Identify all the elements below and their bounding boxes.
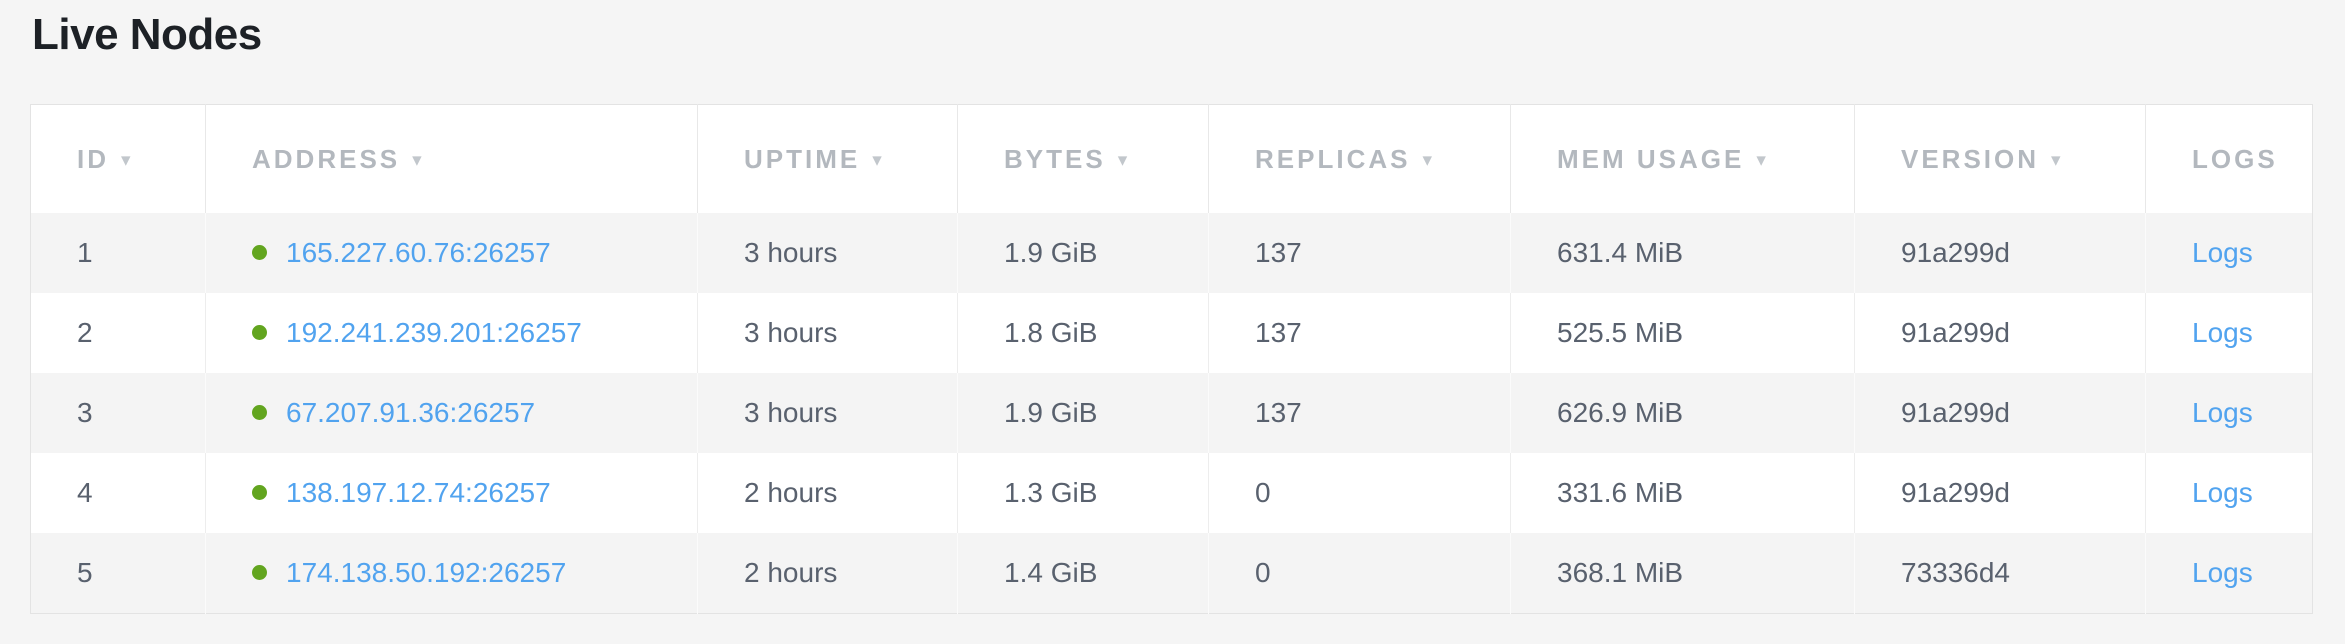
node-address-link[interactable]: 138.197.12.74:26257 <box>286 477 551 508</box>
node-id-cell: 1 <box>30 213 206 293</box>
column-label: ADDRESS <box>252 143 401 174</box>
node-logs-link[interactable]: Logs <box>2192 397 2253 428</box>
node-bytes-cell: 1.8 GiB <box>957 293 1209 373</box>
sort-arrow-icon: ▾ <box>412 149 422 171</box>
sort-arrow-icon: ▾ <box>1756 149 1766 171</box>
sort-arrow-icon: ▾ <box>1422 149 1433 171</box>
node-id-cell: 2 <box>30 293 206 373</box>
node-address-cell: 138.197.12.74:26257 <box>205 453 698 533</box>
node-uptime-cell: 2 hours <box>697 533 958 614</box>
column-header-version[interactable]: VERSION ▾ <box>1854 104 2146 213</box>
column-header-bytes[interactable]: BYTES ▾ <box>957 104 1209 213</box>
live-nodes-table: ID ▾ ADDRESS ▾ UPTIME ▾ BYTES ▾ REPLICAS ▾ MEM USA… <box>30 104 2313 614</box>
node-mem-usage-cell: 368.1 MiB <box>1510 533 1855 614</box>
node-address-link[interactable]: 192.241.239.201:26257 <box>286 317 582 348</box>
node-mem-usage-cell: 626.9 MiB <box>1510 373 1855 453</box>
node-bytes-cell: 1.9 GiB <box>957 373 1209 453</box>
node-replicas-cell: 137 <box>1208 373 1511 453</box>
column-label: VERSION <box>1901 143 2040 174</box>
column-header-uptime[interactable]: UPTIME ▾ <box>697 104 958 213</box>
node-address-cell: 192.241.239.201:26257 <box>205 293 698 373</box>
node-row-5: 5 174.138.50.192:26257 2 hours 1.4 GiB 0 368.… <box>30 533 2313 614</box>
column-label: ID <box>77 143 109 174</box>
node-address-link[interactable]: 165.227.60.76:26257 <box>286 237 551 268</box>
node-row-1: 1 165.227.60.76:26257 3 hours 1.9 GiB 137 631… <box>30 213 2313 293</box>
node-replicas-cell: 0 <box>1208 533 1511 614</box>
node-replicas-cell: 137 <box>1208 293 1511 373</box>
sort-arrow-icon: ▾ <box>1117 149 1128 171</box>
node-version-cell: 73336d4 <box>1854 533 2146 614</box>
column-label: LOGS <box>2192 143 2278 174</box>
column-label: BYTES <box>1004 143 1106 174</box>
column-header-address[interactable]: ADDRESS ▾ <box>205 104 698 213</box>
node-id-cell: 3 <box>30 373 206 453</box>
node-row-3: 3 67.207.91.36:26257 3 hours 1.9 GiB 137 626.… <box>30 373 2313 453</box>
column-label: MEM USAGE <box>1557 143 1745 174</box>
node-status-healthy-icon <box>252 245 267 260</box>
node-uptime-cell: 3 hours <box>697 373 958 453</box>
node-uptime-cell: 3 hours <box>697 293 958 373</box>
column-header-logs: LOGS <box>2145 104 2313 213</box>
node-logs-cell: Logs <box>2145 293 2313 373</box>
node-replicas-cell: 0 <box>1208 453 1511 533</box>
node-mem-usage-cell: 331.6 MiB <box>1510 453 1855 533</box>
page-title: Live Nodes <box>32 10 262 59</box>
node-row-4: 4 138.197.12.74:26257 2 hours 1.3 GiB 0 331.6… <box>30 453 2313 533</box>
sort-arrow-icon: ▾ <box>121 149 131 171</box>
table-header-row: ID ▾ ADDRESS ▾ UPTIME ▾ BYTES ▾ REPLICAS ▾ MEM USA… <box>30 104 2313 213</box>
node-uptime-cell: 2 hours <box>697 453 958 533</box>
node-logs-cell: Logs <box>2145 453 2313 533</box>
node-version-cell: 91a299d <box>1854 373 2146 453</box>
node-logs-link[interactable]: Logs <box>2192 237 2253 268</box>
node-id-cell: 4 <box>30 453 206 533</box>
node-status-healthy-icon <box>252 565 267 580</box>
column-header-mem_usage[interactable]: MEM USAGE ▾ <box>1510 104 1855 213</box>
node-uptime-cell: 3 hours <box>697 213 958 293</box>
node-bytes-cell: 1.4 GiB <box>957 533 1209 614</box>
node-address-link[interactable]: 67.207.91.36:26257 <box>286 397 536 428</box>
node-replicas-cell: 137 <box>1208 213 1511 293</box>
node-bytes-cell: 1.3 GiB <box>957 453 1209 533</box>
node-logs-link[interactable]: Logs <box>2192 557 2253 588</box>
node-address-cell: 174.138.50.192:26257 <box>205 533 698 614</box>
node-status-healthy-icon <box>252 325 267 340</box>
table-body: 1 165.227.60.76:26257 3 hours 1.9 GiB 137 631… <box>30 213 2313 614</box>
node-status-healthy-icon <box>252 405 267 420</box>
column-header-replicas[interactable]: REPLICAS ▾ <box>1208 104 1511 213</box>
node-logs-cell: Logs <box>2145 373 2313 453</box>
column-label: UPTIME <box>744 143 861 174</box>
sort-arrow-icon: ▾ <box>2051 149 2061 171</box>
node-address-cell: 165.227.60.76:26257 <box>205 213 698 293</box>
node-id-cell: 5 <box>30 533 206 614</box>
column-label: REPLICAS <box>1255 143 1411 174</box>
sort-arrow-icon: ▾ <box>872 149 882 171</box>
node-row-2: 2 192.241.239.201:26257 3 hours 1.8 GiB 137 5… <box>30 293 2313 373</box>
node-version-cell: 91a299d <box>1854 453 2146 533</box>
node-address-link[interactable]: 174.138.50.192:26257 <box>286 557 567 588</box>
node-mem-usage-cell: 525.5 MiB <box>1510 293 1855 373</box>
node-bytes-cell: 1.9 GiB <box>957 213 1209 293</box>
node-version-cell: 91a299d <box>1854 213 2146 293</box>
node-mem-usage-cell: 631.4 MiB <box>1510 213 1855 293</box>
node-logs-cell: Logs <box>2145 533 2313 614</box>
node-logs-link[interactable]: Logs <box>2192 477 2253 508</box>
live-nodes-page: Live Nodes ID ▾ ADDRESS ▾ UPTIME ▾ BYTES ▾ REPLI… <box>30 10 2313 614</box>
node-address-cell: 67.207.91.36:26257 <box>205 373 698 453</box>
node-version-cell: 91a299d <box>1854 293 2146 373</box>
column-header-id[interactable]: ID ▾ <box>30 104 206 213</box>
node-logs-cell: Logs <box>2145 213 2313 293</box>
node-status-healthy-icon <box>252 485 267 500</box>
node-logs-link[interactable]: Logs <box>2192 317 2253 348</box>
